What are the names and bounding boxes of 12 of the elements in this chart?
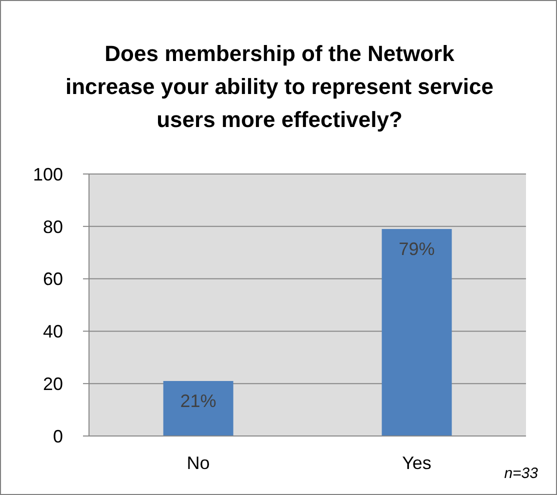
data-label: 79% (398, 239, 435, 260)
text: n=33 (504, 465, 538, 482)
x-tick-label: No (186, 452, 210, 473)
y-tick-label: 0 (52, 426, 63, 446)
y-tick-label: 40 (42, 322, 63, 342)
chart-title: Does membership of the Network increase your ability to represent service users more effectively? (64, 40, 494, 134)
x-tick-label: Yes (402, 452, 432, 473)
data-label: 21% (180, 390, 216, 411)
y-tick-label: 60 (42, 269, 63, 290)
y-tick-label: 20 (42, 374, 63, 394)
y-tick-label: 80 (42, 216, 63, 237)
y-tick-label: 100 (32, 164, 63, 184)
